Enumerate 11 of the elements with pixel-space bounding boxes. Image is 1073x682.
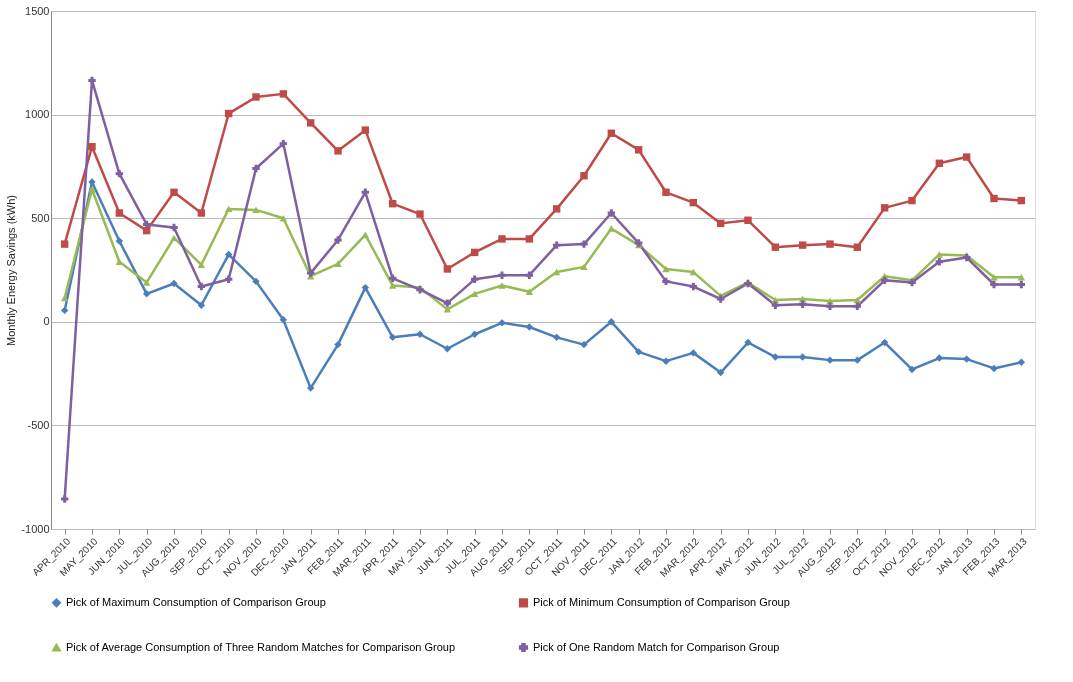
y-tick-label: 1500 bbox=[25, 4, 50, 17]
y-axis-title: Monthly Energy Savings (kWh) bbox=[5, 195, 18, 346]
legend-label: Pick of Average Consumption of Three Random Matches for Comparison Group bbox=[66, 640, 456, 653]
legend-label: Pick of One Random Match for Comparison Group bbox=[533, 640, 780, 653]
legend-label: Pick of Minimum Consumption of Comparison Group bbox=[533, 595, 790, 608]
y-tick-label: 1000 bbox=[25, 108, 50, 121]
legend-label: Pick of Maximum Consumption of Comparison Group bbox=[66, 595, 326, 608]
y-tick-label: 0 bbox=[43, 315, 50, 328]
y-tick-label: 500 bbox=[31, 211, 50, 224]
y-tick-label: -500 bbox=[27, 418, 50, 431]
y-tick-label: -1000 bbox=[21, 522, 50, 535]
